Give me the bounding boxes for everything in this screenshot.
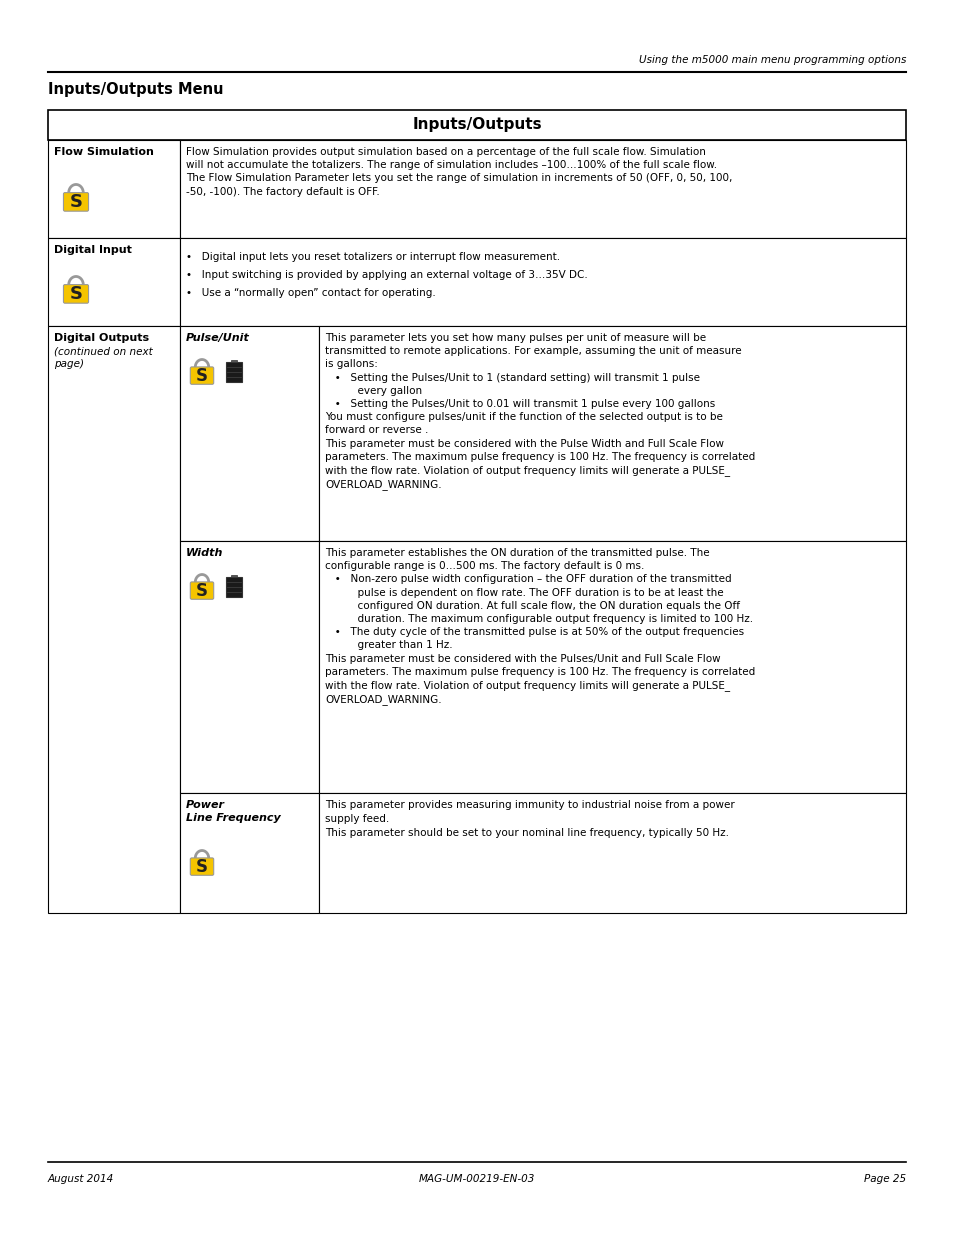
Text: August 2014: August 2014 — [48, 1174, 114, 1184]
Bar — [180, 793, 318, 913]
Bar — [226, 577, 242, 597]
Bar — [180, 541, 318, 793]
FancyBboxPatch shape — [64, 193, 89, 211]
Text: Using the m5000 main menu programming options: Using the m5000 main menu programming op… — [638, 56, 905, 65]
Text: S: S — [70, 285, 82, 303]
Text: Digital Input: Digital Input — [54, 245, 132, 254]
Bar — [231, 359, 237, 362]
Bar — [180, 140, 905, 238]
Text: Inputs/Outputs Menu: Inputs/Outputs Menu — [48, 82, 223, 98]
Text: Pulse/Unit: Pulse/Unit — [186, 333, 250, 343]
Bar — [180, 326, 318, 541]
Text: S: S — [195, 367, 208, 384]
Text: Width: Width — [186, 548, 223, 558]
Text: This parameter lets you set how many pulses per unit of measure will be
transmit: This parameter lets you set how many pul… — [325, 333, 755, 490]
Text: This parameter provides measuring immunity to industrial noise from a power
supp: This parameter provides measuring immuni… — [325, 800, 734, 839]
Bar — [318, 326, 905, 541]
Bar — [180, 238, 905, 326]
Text: This parameter establishes the ON duration of the transmitted pulse. The
configu: This parameter establishes the ON durati… — [325, 548, 755, 705]
FancyBboxPatch shape — [190, 367, 213, 384]
FancyBboxPatch shape — [190, 582, 213, 599]
Bar — [48, 326, 180, 913]
Text: MAG-UM-00219-EN-03: MAG-UM-00219-EN-03 — [418, 1174, 535, 1184]
Text: Digital Outputs: Digital Outputs — [54, 333, 149, 343]
Bar — [48, 140, 180, 238]
Text: Page 25: Page 25 — [863, 1174, 905, 1184]
Text: Inputs/Outputs: Inputs/Outputs — [412, 117, 541, 132]
Text: S: S — [195, 582, 208, 600]
FancyBboxPatch shape — [190, 858, 213, 876]
Text: Flow Simulation provides output simulation based on a percentage of the full sca: Flow Simulation provides output simulati… — [186, 147, 732, 196]
Text: Power
Line Frequency: Power Line Frequency — [186, 800, 280, 824]
Bar — [231, 576, 237, 577]
Bar — [318, 541, 905, 793]
Text: page): page) — [54, 359, 84, 369]
Bar — [226, 362, 242, 382]
Text: (continued on next: (continued on next — [54, 346, 152, 356]
Text: S: S — [195, 857, 208, 876]
Text: Flow Simulation: Flow Simulation — [54, 147, 153, 157]
Text: S: S — [70, 193, 82, 211]
Bar — [48, 238, 180, 326]
Bar — [318, 793, 905, 913]
Bar — [48, 110, 905, 140]
Text: •   Digital input lets you reset totalizers or interrupt flow measurement.
•   I: • Digital input lets you reset totalizer… — [186, 252, 587, 298]
FancyBboxPatch shape — [64, 284, 89, 304]
